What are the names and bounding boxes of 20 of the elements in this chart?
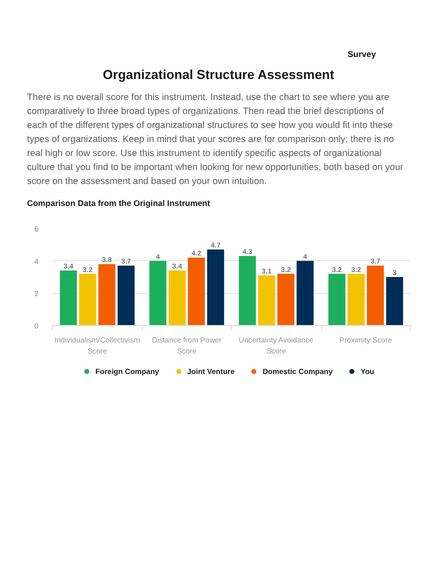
bar <box>238 256 256 326</box>
bar <box>348 274 365 326</box>
text: There is no overall score for this instrument. Instead, use the chart to see where you are comparatively to three broad types of organizations. Then read the brief descriptions of each of the different types of organizational structures to see how you would fit into these types of organizations. Keep in mind that your scores are for comparison only; there is no real high or low score. Use this instrument to identify specific aspects of organizational culture that you find to be important when looking for new opportunities, both based on your score on the assessment and based on your own intuition. <box>27 91 404 188</box>
bar <box>168 270 186 326</box>
bar <box>258 275 276 326</box>
bar <box>60 270 77 326</box>
bar <box>207 250 224 326</box>
text: Survey <box>348 48 376 60</box>
bar <box>149 260 166 326</box>
bar <box>188 258 205 326</box>
bar <box>296 260 314 326</box>
chart-title: Organizational Structure Assessment <box>102 66 336 84</box>
bar <box>118 266 135 326</box>
chart-subtitle: Comparison Data from the Original Instrument <box>27 198 210 210</box>
bar <box>386 277 404 326</box>
bar <box>79 274 96 326</box>
bar <box>328 274 346 326</box>
bar <box>98 264 116 326</box>
bar <box>366 266 384 326</box>
bar <box>277 274 294 326</box>
